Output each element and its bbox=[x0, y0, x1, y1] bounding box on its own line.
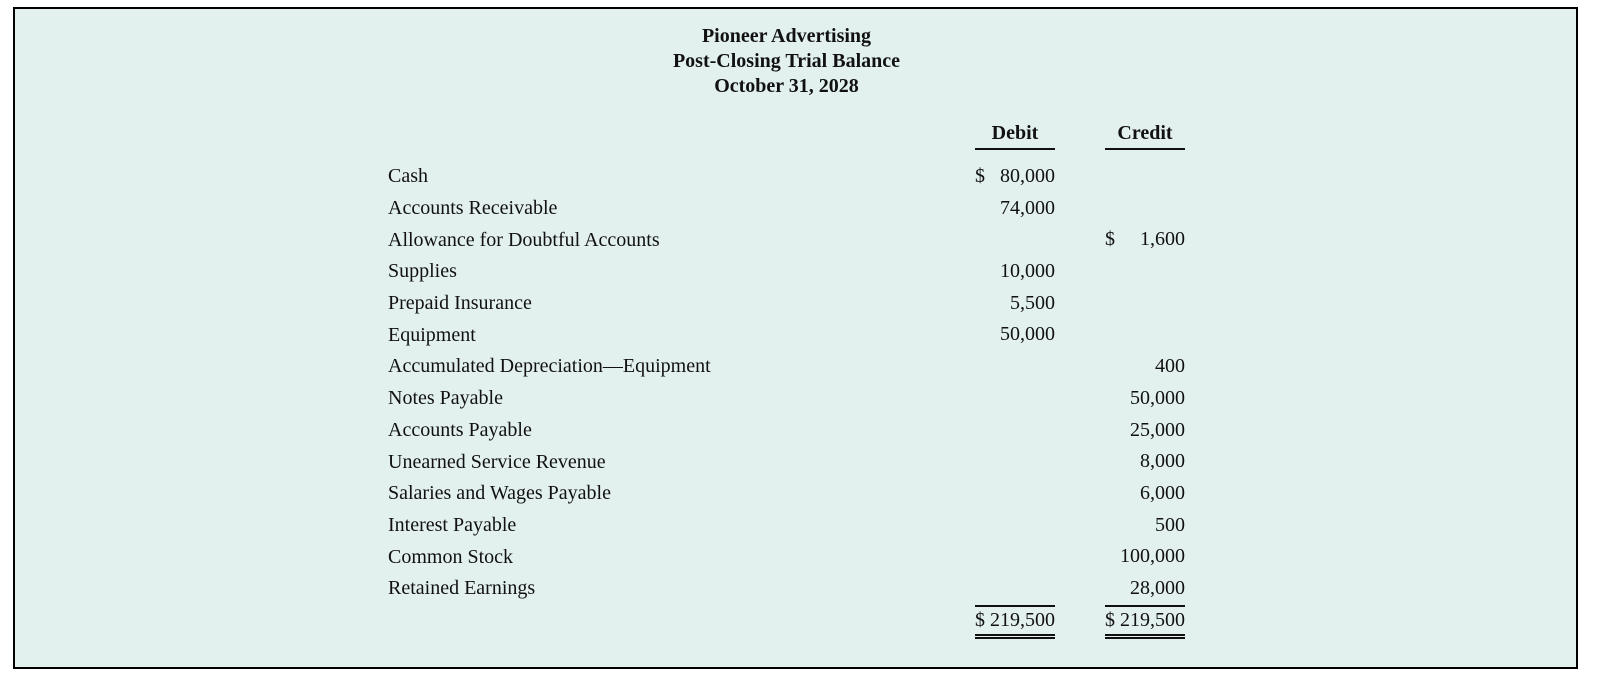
table-row: Notes Payable 50,000 bbox=[388, 383, 1185, 415]
credit-cell: 500 bbox=[1105, 510, 1185, 542]
credit-amount: 6,000 bbox=[1140, 481, 1185, 504]
debit-cell: 5,500 bbox=[975, 288, 1055, 320]
debit-dollar-sign: $ bbox=[975, 165, 985, 187]
credit-cell: 28,000 bbox=[1105, 573, 1185, 605]
debit-cell bbox=[975, 478, 1055, 510]
credit-amount: 500 bbox=[1155, 513, 1185, 536]
credit-cell: $ 1,600 bbox=[1105, 224, 1185, 256]
account-name: Accounts Receivable bbox=[388, 197, 558, 220]
credit-total-amount: 219,500 bbox=[1120, 608, 1185, 631]
credit-amount: 1,600 bbox=[1140, 228, 1185, 251]
credit-dollar-sign: $ bbox=[1105, 228, 1115, 251]
account-name: Accounts Payable bbox=[388, 418, 532, 441]
account-name: Unearned Service Revenue bbox=[388, 450, 606, 473]
debit-cell: 74,000 bbox=[975, 193, 1055, 225]
statement-date: October 31, 2028 bbox=[714, 75, 859, 97]
debit-amount: 80,000 bbox=[1000, 165, 1055, 187]
credit-cell: 50,000 bbox=[1105, 383, 1185, 415]
credit-amount: 50,000 bbox=[1130, 386, 1185, 409]
credit-amount: 100,000 bbox=[1120, 545, 1185, 568]
debit-cell bbox=[975, 446, 1055, 478]
credit-amount: 25,000 bbox=[1130, 418, 1185, 441]
credit-cell: 6,000 bbox=[1105, 478, 1185, 510]
trial-balance-panel bbox=[13, 7, 1578, 669]
table-row: Equipment 50,000 bbox=[388, 319, 1185, 351]
table-row: Interest Payable 500 bbox=[388, 510, 1185, 542]
table-row: Salaries and Wages Payable 6,000 bbox=[388, 478, 1185, 510]
table-row: Common Stock 100,000 bbox=[388, 541, 1185, 573]
credit-total-cell: $ 219,500 bbox=[1105, 604, 1185, 639]
credit-column-header: Credit bbox=[1105, 122, 1185, 150]
account-name: Cash bbox=[388, 165, 428, 188]
table-row: Accounts Payable 25,000 bbox=[388, 415, 1185, 447]
trial-balance-rows: Cash $ 80,000 Accounts Receivable 74,000… bbox=[388, 161, 1185, 605]
credit-cell: 8,000 bbox=[1105, 446, 1185, 478]
table-row: Unearned Service Revenue 8,000 bbox=[388, 446, 1185, 478]
credit-cell bbox=[1105, 288, 1185, 320]
table-row: Retained Earnings 28,000 bbox=[388, 573, 1185, 605]
debit-column-header: Debit bbox=[975, 122, 1055, 150]
account-name: Notes Payable bbox=[388, 387, 503, 410]
debit-amount: 10,000 bbox=[1000, 260, 1055, 283]
trial-balance-sheet: Pioneer Advertising Post-Closing Trial B… bbox=[388, 24, 1185, 639]
account-name: Equipment bbox=[388, 323, 476, 346]
account-name: Retained Earnings bbox=[388, 577, 536, 600]
debit-amount: 74,000 bbox=[1000, 196, 1055, 219]
company-name: Pioneer Advertising bbox=[701, 25, 872, 47]
rows-spacer bbox=[388, 150, 1185, 161]
credit-cell: 100,000 bbox=[1105, 541, 1185, 573]
credit-amount: 28,000 bbox=[1130, 576, 1185, 599]
account-name: Prepaid Insurance bbox=[388, 292, 532, 315]
debit-cell bbox=[975, 415, 1055, 447]
credit-amount: 400 bbox=[1155, 355, 1185, 378]
debit-cell bbox=[975, 224, 1055, 256]
debit-total-dollar-sign: $ bbox=[975, 608, 985, 631]
table-row: Accumulated Depreciation—Equipment 400 bbox=[388, 351, 1185, 383]
debit-total-amount: 219,500 bbox=[990, 608, 1055, 631]
totals-row: $ 219,500 $ 219,500 bbox=[388, 604, 1185, 639]
table-row: Accounts Receivable 74,000 bbox=[388, 193, 1185, 225]
debit-cell: 50,000 bbox=[975, 319, 1055, 351]
credit-cell bbox=[1105, 161, 1185, 193]
statement-title: Post-Closing Trial Balance bbox=[672, 50, 901, 72]
credit-cell bbox=[1105, 319, 1185, 351]
column-header-row: Debit Credit bbox=[388, 118, 1185, 150]
title-block: Pioneer Advertising Post-Closing Trial B… bbox=[388, 24, 1185, 99]
account-name: Interest Payable bbox=[388, 513, 517, 536]
account-name: Supplies bbox=[388, 260, 457, 283]
debit-cell: $ 80,000 bbox=[975, 161, 1055, 193]
debit-cell bbox=[975, 510, 1055, 542]
debit-amount: 5,500 bbox=[1010, 291, 1055, 314]
account-name: Allowance for Doubtful Accounts bbox=[388, 228, 660, 251]
debit-cell bbox=[975, 351, 1055, 383]
debit-cell: 10,000 bbox=[975, 256, 1055, 288]
table-row: Cash $ 80,000 bbox=[388, 161, 1185, 193]
table-row: Prepaid Insurance 5,500 bbox=[388, 288, 1185, 320]
debit-total-cell: $ 219,500 bbox=[975, 604, 1055, 639]
credit-cell bbox=[1105, 256, 1185, 288]
debit-cell bbox=[975, 383, 1055, 415]
debit-amount: 50,000 bbox=[1000, 323, 1055, 346]
table-row: Allowance for Doubtful Accounts $ 1,600 bbox=[388, 224, 1185, 256]
credit-cell bbox=[1105, 193, 1185, 225]
debit-cell bbox=[975, 573, 1055, 605]
credit-amount: 8,000 bbox=[1140, 450, 1185, 473]
credit-cell: 25,000 bbox=[1105, 415, 1185, 447]
credit-cell: 400 bbox=[1105, 351, 1185, 383]
account-name: Salaries and Wages Payable bbox=[388, 482, 611, 505]
account-name: Accumulated Depreciation—Equipment bbox=[388, 355, 711, 378]
table-row: Supplies 10,000 bbox=[388, 256, 1185, 288]
debit-cell bbox=[975, 541, 1055, 573]
credit-total-dollar-sign: $ bbox=[1105, 608, 1115, 631]
account-name: Common Stock bbox=[388, 545, 514, 568]
